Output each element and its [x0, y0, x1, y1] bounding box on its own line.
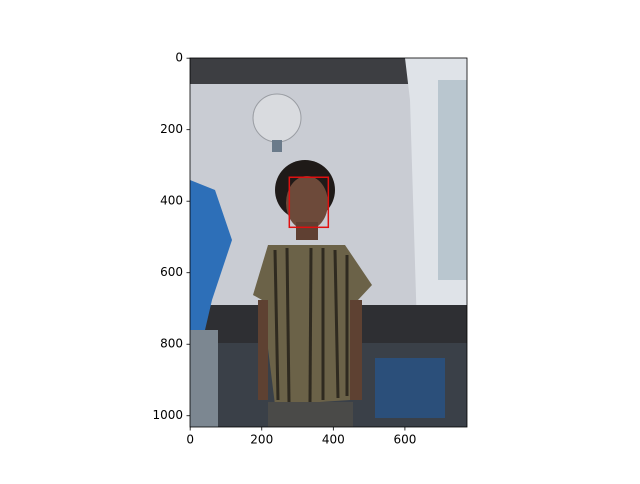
x-tick-label: 600: [393, 433, 416, 447]
x-tick-label: 0: [186, 433, 194, 447]
y-tick-label: 600: [160, 265, 183, 279]
x-tick-label: 400: [322, 433, 345, 447]
y-tick-label: 800: [160, 337, 183, 351]
axes-frame: [189, 57, 468, 428]
bounding-box: [288, 176, 330, 229]
photo: [190, 58, 467, 427]
y-tick-label: 0: [175, 51, 183, 65]
y-tick-label: 1000: [152, 408, 183, 422]
y-tick-label: 200: [160, 122, 183, 136]
x-tick-label: 200: [250, 433, 273, 447]
y-tick-label: 400: [160, 194, 183, 208]
